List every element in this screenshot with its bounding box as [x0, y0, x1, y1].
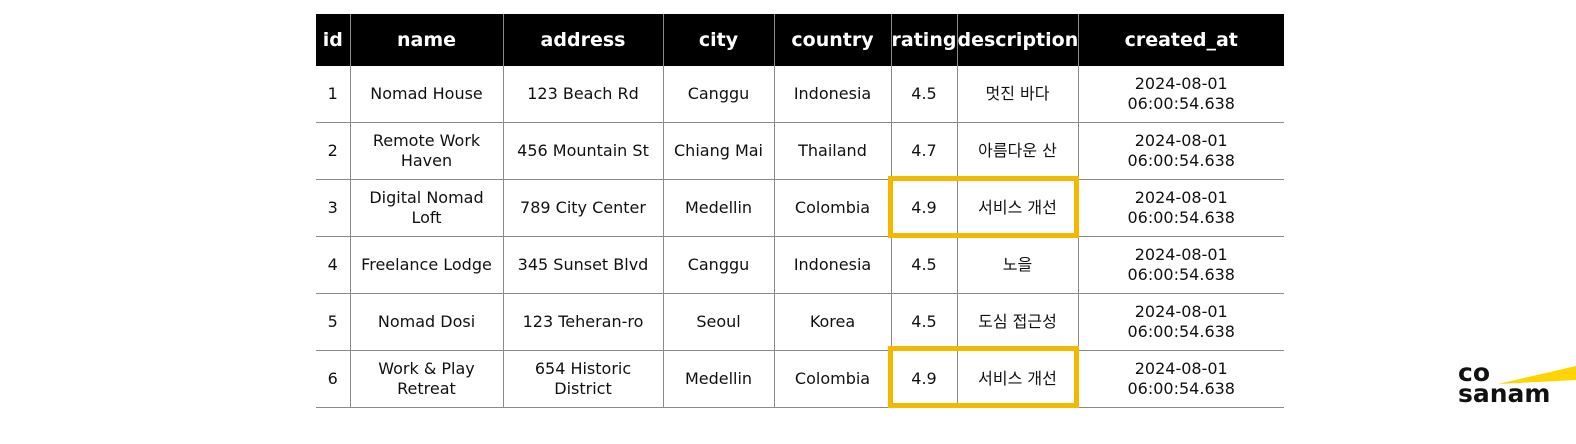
cell-country: Korea	[773, 293, 891, 351]
cell-description: 노을	[956, 236, 1078, 294]
table-row: 3 Digital Nomad Loft 789 City Center Medell…	[316, 179, 1284, 237]
cell-description: 서비스 개선	[956, 179, 1078, 237]
data-table-container: id name address city country rating descriptio…	[316, 14, 1284, 408]
cosanam-logo: co sanam	[1458, 358, 1576, 412]
table-row: 1 Nomad House 123 Beach Rd Canggu Indonesia 4…	[316, 66, 1284, 123]
column-header-id: id	[316, 14, 350, 66]
cell-id: 1	[316, 66, 350, 123]
cell-name: Work & Play Retreat	[349, 350, 503, 408]
table-row: 5 Nomad Dosi 123 Teheran-ro Seoul Korea 4.5 도심…	[316, 293, 1284, 351]
column-header-name: name	[349, 14, 503, 66]
cell-country: Indonesia	[773, 66, 891, 123]
cell-city: Medellin	[662, 350, 774, 408]
cell-rating: 4.7	[890, 122, 957, 180]
cell-created-at: 2024-08-01 06:00:54.638	[1077, 350, 1284, 408]
data-table: id name address city country rating descriptio…	[316, 14, 1284, 408]
logo-line-2: sanam	[1458, 379, 1551, 408]
cell-rating: 4.5	[890, 293, 957, 351]
header-row: id name address city country rating descriptio…	[316, 14, 1284, 66]
cell-city: Canggu	[662, 66, 774, 123]
cell-id: 4	[316, 236, 350, 294]
table-row: 6 Work & Play Retreat 654 Historic Distric…	[316, 350, 1284, 408]
cell-country: Colombia	[773, 350, 891, 408]
cell-created-at: 2024-08-01 06:00:54.638	[1077, 179, 1284, 237]
cell-name: Freelance Lodge	[349, 236, 503, 294]
cell-city: Medellin	[662, 179, 774, 237]
table-body: 1 Nomad House 123 Beach Rd Canggu Indonesia 4…	[316, 66, 1284, 408]
cell-description: 아름다운 산	[956, 122, 1078, 180]
cell-city: Canggu	[662, 236, 774, 294]
cell-address: 123 Beach Rd	[502, 66, 663, 123]
cell-address: 789 City Center	[502, 179, 663, 237]
cell-country: Indonesia	[773, 236, 891, 294]
cell-address: 123 Teheran-ro	[502, 293, 663, 351]
column-header-city: city	[662, 14, 774, 66]
cell-created-at: 2024-08-01 06:00:54.638	[1077, 66, 1284, 123]
column-header-description: description	[956, 14, 1078, 66]
cell-address: 456 Mountain St	[502, 122, 663, 180]
cell-description: 도심 접근성	[956, 293, 1078, 351]
column-header-country: country	[773, 14, 891, 66]
cell-city: Seoul	[662, 293, 774, 351]
column-header-rating: rating	[890, 14, 957, 66]
cell-created-at: 2024-08-01 06:00:54.638	[1077, 293, 1284, 351]
cell-name: Nomad Dosi	[349, 293, 503, 351]
cell-created-at: 2024-08-01 06:00:54.638	[1077, 122, 1284, 180]
cell-address: 345 Sunset Blvd	[502, 236, 663, 294]
cell-name: Digital Nomad Loft	[349, 179, 503, 237]
cell-rating: 4.9	[890, 350, 957, 408]
cell-name: Nomad House	[349, 66, 503, 123]
logo-swoosh-icon	[1498, 366, 1576, 384]
cell-id: 5	[316, 293, 350, 351]
table-row: 4 Freelance Lodge 345 Sunset Blvd Canggu Ind…	[316, 236, 1284, 294]
cell-address: 654 Historic District	[502, 350, 663, 408]
cell-id: 3	[316, 179, 350, 237]
column-header-address: address	[502, 14, 663, 66]
cell-rating: 4.9	[890, 179, 957, 237]
table-row: 2 Remote Work Haven 456 Mountain St Chiang …	[316, 122, 1284, 180]
cell-id: 2	[316, 122, 350, 180]
cell-rating: 4.5	[890, 66, 957, 123]
cell-country: Thailand	[773, 122, 891, 180]
cell-city: Chiang Mai	[662, 122, 774, 180]
table-header: id name address city country rating descriptio…	[316, 14, 1284, 66]
logo-line-1: co	[1458, 358, 1490, 387]
cell-rating: 4.5	[890, 236, 957, 294]
cell-description: 멋진 바다	[956, 66, 1078, 123]
column-header-created-at: created_at	[1077, 14, 1284, 66]
cell-created-at: 2024-08-01 06:00:54.638	[1077, 236, 1284, 294]
cell-id: 6	[316, 350, 350, 408]
cell-name: Remote Work Haven	[349, 122, 503, 180]
cell-description: 서비스 개선	[956, 350, 1078, 408]
cell-country: Colombia	[773, 179, 891, 237]
